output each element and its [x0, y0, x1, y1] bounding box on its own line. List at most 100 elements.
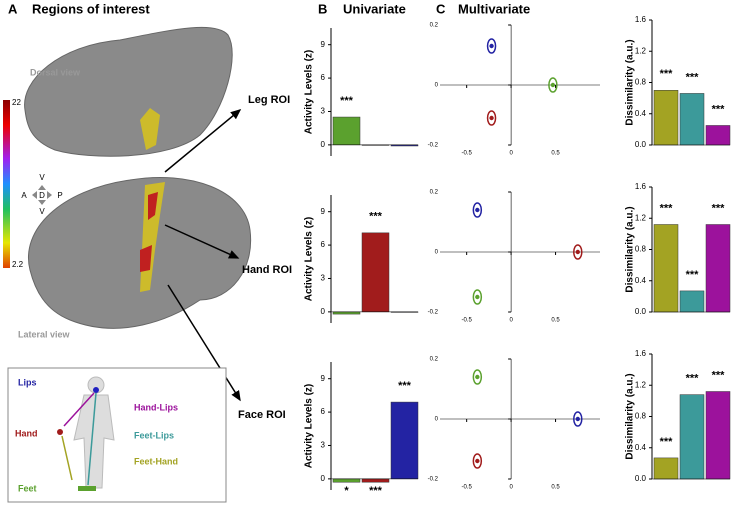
bar — [705, 391, 731, 480]
y-tick-label: 1.6 — [635, 349, 647, 358]
colorbar — [3, 100, 10, 268]
activation — [140, 245, 152, 272]
y-tick-label: 0.0 — [635, 474, 647, 483]
bar — [705, 125, 731, 146]
y-tick-label: 0 — [321, 140, 326, 149]
hand-dot — [57, 429, 63, 435]
roi-label: Leg ROI — [248, 94, 290, 106]
body-label: Feet — [18, 483, 37, 493]
significance: *** — [660, 436, 674, 448]
body-label: Hand — [15, 428, 38, 438]
compass-label: P — [57, 191, 62, 200]
significance: *** — [712, 202, 726, 214]
compass-label: D — [39, 191, 45, 200]
y-tick-label: 0.4 — [635, 109, 647, 118]
y-tick-label: 0.0 — [635, 140, 647, 149]
y-tick-label: 0 — [435, 417, 439, 423]
y-axis-label: Dissimilarity (a.u.) — [625, 39, 636, 125]
significance: *** — [712, 369, 726, 381]
significance: *** — [686, 373, 700, 385]
point — [486, 38, 497, 54]
y-tick-label: 1.6 — [635, 15, 647, 24]
y-tick-label: -0.2 — [428, 143, 439, 149]
x-tick-label: 0 — [509, 151, 513, 157]
y-tick-label: 0 — [435, 250, 439, 256]
x-tick-label: 0 — [509, 485, 513, 491]
y-tick-label: 6 — [321, 73, 326, 82]
point-center — [550, 82, 556, 88]
y-tick-label: 1.2 — [635, 46, 647, 55]
point — [472, 369, 483, 385]
y-tick-label: 3 — [321, 441, 326, 450]
significance: * — [344, 485, 349, 497]
point — [472, 289, 483, 305]
point — [486, 110, 497, 126]
point-center — [489, 115, 494, 121]
y-tick-label: 0.4 — [635, 276, 647, 285]
point — [573, 244, 583, 260]
bar — [361, 478, 390, 483]
bar — [653, 90, 679, 146]
x-tick-label: 0.5 — [551, 151, 560, 157]
activation — [148, 192, 158, 220]
compass-label: V — [39, 207, 45, 216]
panel-letter: C — [436, 1, 446, 16]
link — [61, 435, 73, 481]
y-tick-label: 9 — [321, 374, 326, 383]
y-axis-label: Activity Levels (z) — [304, 384, 315, 468]
bar — [332, 311, 361, 315]
y-tick-label: 3 — [321, 274, 326, 283]
feet-mark — [78, 486, 96, 491]
body-label: Hand-Lips — [134, 402, 178, 412]
bar — [705, 224, 731, 313]
y-axis-label: Dissimilarity (a.u.) — [625, 373, 636, 459]
x-tick-label: 0.5 — [551, 318, 560, 324]
bar — [332, 116, 361, 146]
y-axis-label: Dissimilarity (a.u.) — [625, 206, 636, 292]
x-tick-label: -0.5 — [461, 318, 472, 324]
point — [548, 77, 558, 93]
bar — [361, 232, 390, 313]
significance: *** — [660, 202, 674, 214]
view-label: Lateral view — [18, 329, 71, 339]
y-tick-label: 0.2 — [430, 357, 439, 363]
y-tick-label: 9 — [321, 207, 326, 216]
point — [472, 202, 483, 218]
point — [573, 411, 583, 427]
lips-dot — [93, 387, 99, 393]
roi-label: Face ROI — [238, 409, 286, 421]
y-tick-label: 1.2 — [635, 213, 647, 222]
y-tick-label: 0 — [321, 474, 326, 483]
y-tick-label: 0.2 — [430, 190, 439, 196]
point-center — [575, 249, 580, 255]
colorbar-label: 22 — [12, 98, 21, 107]
bar — [390, 401, 419, 480]
significance: *** — [660, 68, 674, 80]
body-label: Lips — [18, 377, 37, 387]
panel-title: Multivariate — [458, 1, 530, 16]
compass-label: A — [21, 191, 27, 200]
point-center — [475, 294, 480, 300]
compass-label: V — [39, 173, 45, 182]
significance: *** — [340, 95, 354, 107]
panel-title: Univariate — [343, 1, 406, 16]
bar — [653, 457, 679, 480]
y-tick-label: -0.2 — [428, 310, 439, 316]
point-center — [475, 207, 480, 213]
panel-letter: B — [318, 1, 327, 16]
y-axis-label: Activity Levels (z) — [304, 50, 315, 134]
bar — [679, 93, 705, 146]
y-tick-label: 3 — [321, 107, 326, 116]
body-box — [7, 367, 227, 503]
point-center — [475, 458, 480, 464]
x-tick-label: 0.5 — [551, 485, 560, 491]
activation — [140, 108, 160, 150]
colorbar-label: 2.2 — [12, 260, 24, 269]
bar — [679, 394, 705, 480]
point-center — [489, 43, 494, 49]
x-tick-label: 0 — [509, 318, 513, 324]
significance: *** — [398, 380, 412, 392]
link — [63, 392, 95, 427]
significance: *** — [686, 269, 700, 281]
